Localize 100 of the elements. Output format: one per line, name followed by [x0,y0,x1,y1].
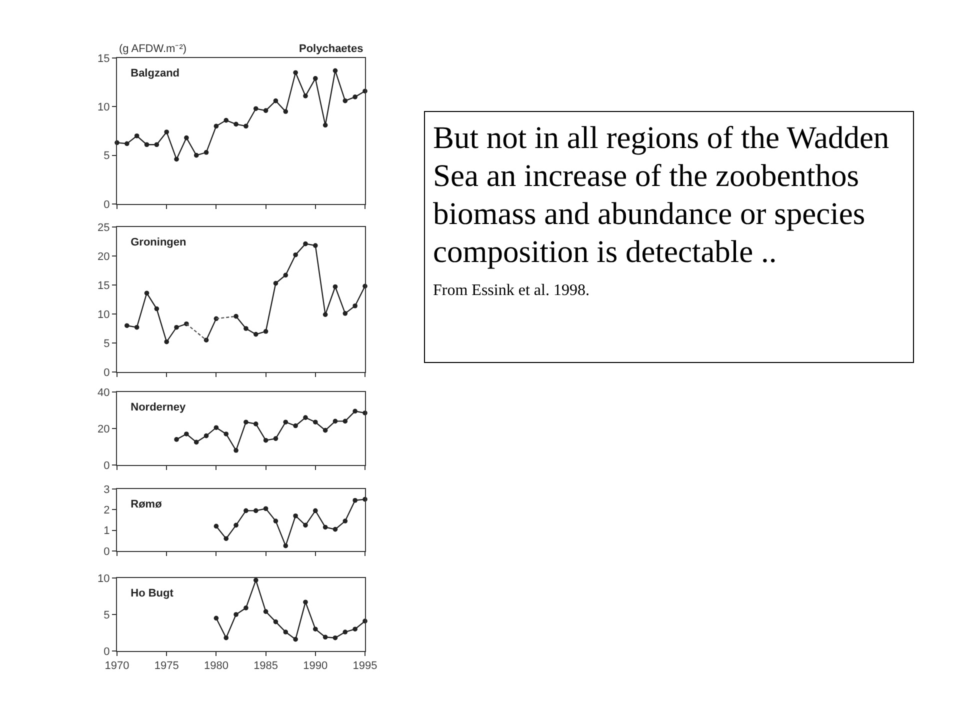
point [244,124,248,129]
point [303,241,308,246]
point [244,326,248,331]
point [144,290,150,296]
point [313,243,318,248]
y-tick-label: 2 [104,504,110,517]
point [253,578,258,583]
point [134,324,140,330]
point [273,280,278,286]
point [283,630,288,634]
text: Balgzand [130,68,180,80]
point [293,636,298,642]
text: Groningen [130,236,187,249]
x-tick-label: 1975 [154,660,179,672]
point [313,76,318,81]
point [214,524,219,529]
point [342,630,348,634]
point [352,408,358,414]
point [154,306,160,312]
y-tick-label: 0 [104,460,110,472]
point [244,606,248,610]
text: From Essink et al. 1998. [433,282,590,300]
point [303,94,308,98]
point [234,612,238,617]
point [124,323,130,328]
text: Ho Bugt [130,588,174,600]
point [244,420,248,425]
y-tick-label: 0 [104,546,110,558]
point [313,508,318,514]
point [204,433,209,438]
point [283,420,288,425]
point [144,142,150,148]
text: Rømø [130,498,162,511]
point [332,284,338,290]
point [322,312,328,317]
y-tick-label: 10 [98,572,110,585]
point [283,109,288,114]
y-axis-title: (g AFDW.m⁻²) [119,43,187,55]
point [332,418,338,424]
point [273,518,278,524]
point [194,440,199,445]
point [124,141,130,146]
point [164,130,169,134]
y-tick-label: 40 [98,386,110,399]
point [184,432,189,436]
point [332,526,338,532]
point [234,522,238,528]
y-tick-label: 10 [98,102,110,114]
point [293,423,298,428]
point [303,522,308,528]
point [322,524,328,530]
y-tick-label: 5 [104,609,110,622]
point [263,609,268,614]
x-tick-label: 1970 [104,660,130,672]
point [214,124,219,129]
point [214,616,219,621]
point [322,634,328,640]
point [293,513,298,518]
point [283,272,288,278]
point [273,436,278,441]
point [204,150,209,155]
text: Norderney [130,402,187,414]
point [154,142,160,148]
y-tick-label: 5 [104,150,110,162]
point [224,635,229,640]
point [352,94,358,100]
x-tick-label: 1995 [352,660,378,672]
text: But not in all regions of the Wadden Sea an increase of the zoobenthos biomass and abundance or species composition is detectable .. [433,119,890,271]
y-tick-label: 1 [104,525,110,538]
text: Polychaetes [299,43,364,55]
y-tick-label: 0 [104,366,110,379]
point [174,324,179,330]
y-tick-label: 15 [98,52,110,65]
point [263,506,268,512]
point [224,118,229,123]
y-tick-label: 10 [98,308,110,321]
point [204,338,209,342]
y-tick-label: 3 [104,484,110,496]
point [293,70,298,75]
point [293,252,298,258]
point [273,619,278,624]
point [263,329,268,334]
x-tick-label: 1990 [303,660,328,672]
y-tick-label: 5 [104,338,110,350]
point [322,122,328,128]
point [322,428,328,433]
point [342,518,348,524]
point [303,415,308,420]
x-tick-label: 1980 [204,660,228,672]
point [174,156,179,162]
point [214,425,219,430]
y-tick-label: 20 [98,250,110,263]
point [283,543,288,548]
point [194,152,199,158]
y-tick-label: 0 [104,646,110,658]
point [244,508,248,514]
point [303,600,308,604]
point [332,68,338,74]
point [313,626,318,632]
point [313,420,318,425]
